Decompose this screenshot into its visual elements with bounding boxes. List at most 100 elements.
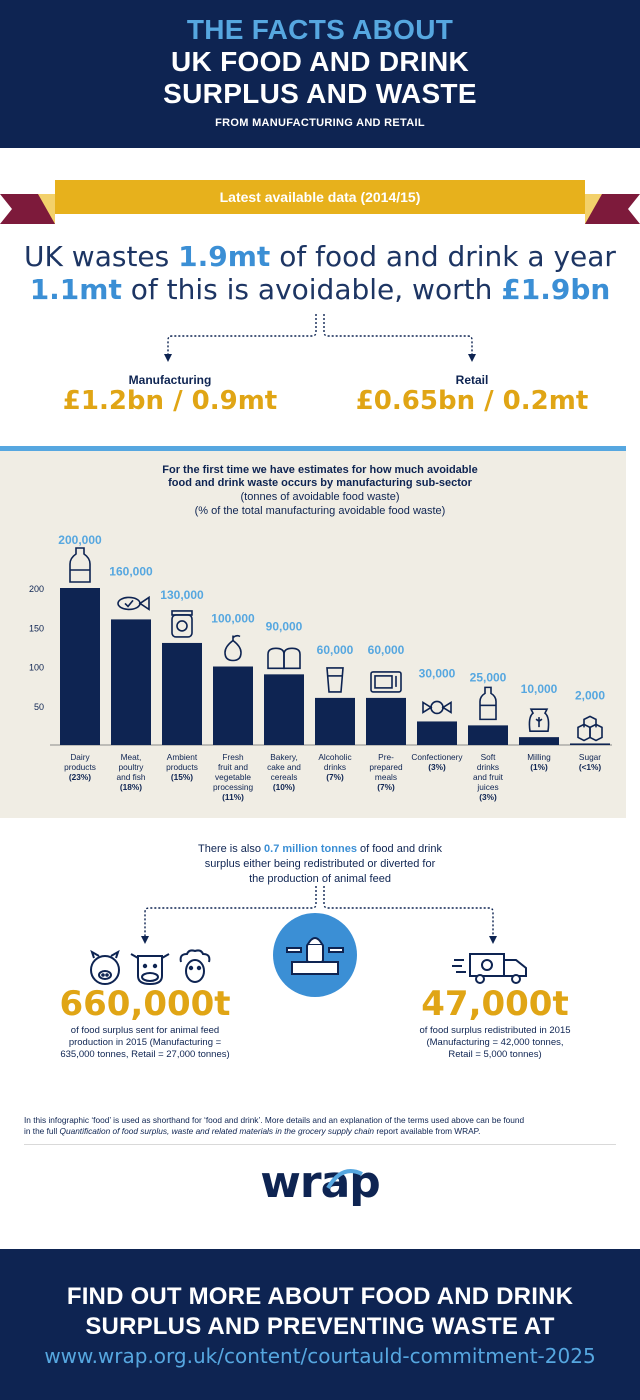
bar-data-label: 90,000 [266,619,303,633]
category-label: Dairy [70,752,90,762]
category-label: and fruit [473,772,504,782]
cta-line-1: FIND OUT MORE ABOUT FOOD AND DRINK [66,1283,574,1310]
bar-data-label: 60,000 [368,643,405,657]
scale-icon [273,913,357,997]
category-label: cake and [267,762,301,772]
category-label: (15%) [171,772,193,782]
wrap-logo-text: wrap [260,1157,381,1208]
date-banner: Latest available data (2014/15) [0,176,640,226]
category-label: Bakery, [270,752,298,762]
headline-line-1: UK wastes 1.9mt of food and drink a year [0,240,640,273]
surplus-intro: There is also 0.7 million tonnes of food… [0,842,640,887]
category-label: (23%) [69,772,91,782]
chart-intro-line-4: (% of the total manufacturing avoidable … [194,505,446,517]
bar [60,588,100,745]
y-tick-label: 100 [29,663,44,673]
chart-intro-line-1: For the first time we have estimates for… [162,464,478,476]
ribbon-body [55,180,585,214]
y-tick-label: 50 [34,702,44,712]
category-label: vegetable [215,772,251,782]
retail-value: £0.65bn / 0.2mt [355,386,589,416]
category-label: Pre- [378,752,394,762]
redistributed-value: 47,000t [421,984,569,1024]
footnote: In this infographic ‘food’ is used as sh… [24,1115,616,1137]
footnote-text: report available from WRAP. [374,1126,481,1136]
surplus-text: There is also [198,843,265,855]
redistributed-desc-line: (Manufacturing = 42,000 tonnes, [426,1037,564,1048]
bar [519,737,559,745]
footnote-line-2: in the full Quantification of food surpl… [24,1126,616,1137]
category-label: juices [476,782,498,792]
banner-label: Latest available data (2014/15) [219,189,421,205]
milk-bottle-icon [69,547,91,583]
surplus-intro-line-3: the production of animal feed [249,873,391,885]
glass-icon [326,667,344,693]
category-label: (<1%) [579,762,602,772]
headline-text: UK wastes [24,240,179,273]
category-label: poultry [119,762,145,772]
redistributed-desc: of food surplus redistributed in 2015 (M… [380,1025,610,1061]
surplus-connector [141,886,497,944]
animal-icons [90,949,211,986]
category-label: meals [375,772,397,782]
split-connector [164,314,476,362]
headline-text: of this is avoidable, worth [121,273,502,306]
bar [264,674,304,745]
bar-data-label: 10,000 [521,682,558,696]
category-label: Sugar [579,752,601,762]
animal-feed-desc-line: of food surplus sent for animal feed [70,1025,220,1036]
y-tick-label: 200 [29,584,44,594]
footnote-text: in the full [24,1126,60,1136]
category-label: Fresh [222,752,244,762]
animal-feed-desc: of food surplus sent for animal feed pro… [30,1025,260,1061]
category-label: products [166,762,198,772]
cta-band: FIND OUT MORE ABOUT FOOD AND DRINK SURPL… [0,1249,640,1400]
category-label: Ambient [167,752,198,762]
bar [162,642,202,745]
bar [111,619,151,745]
jar-icon [171,610,193,638]
header-line-1: THE FACTS ABOUT [186,14,454,45]
headline-highlight: 1.9mt [178,240,271,273]
headline-highlight: 1.1mt [29,273,122,306]
category-label: processing [213,782,254,792]
category-label: fruit and [218,762,248,772]
redistributed-desc-line: of food surplus redistributed in 2015 [419,1025,571,1036]
category-label: Soft [481,752,496,762]
bar-data-label: 2,000 [575,688,605,702]
cow-icon [130,953,170,986]
category-label: drinks [324,762,346,772]
category-label: (11%) [222,792,244,802]
header-line-2: UK FOOD AND DRINK [170,46,470,77]
manufacturing-label: Manufacturing [128,373,212,387]
category-label: cereals [271,772,298,782]
animal-feed-desc-line: 635,000 tonnes, Retail = 27,000 tonnes) [60,1049,230,1060]
sweet-icon [422,700,452,715]
bar [213,666,253,745]
bottle-icon [479,686,497,721]
header-subtitle: FROM MANUFACTURING AND RETAIL [215,117,425,129]
chart-panel [0,446,626,818]
bar [366,697,406,745]
header-line-3: SURPLUS AND WASTE [163,78,477,109]
surplus-intro-line-1: There is also 0.7 million tonnes of food… [0,842,640,857]
manufacturing-value: £1.2bn / 0.9mt [62,386,278,416]
wrap-logo[interactable]: wrap [250,1158,390,1208]
delivery-truck-icon [452,953,527,984]
bar-data-label: 160,000 [109,564,153,578]
cta-url-link[interactable]: www.wrap.org.uk/content/courtauld-commit… [44,1344,596,1368]
bar-data-label: 30,000 [419,666,456,680]
category-label: prepared [369,762,403,772]
category-label: drinks [477,762,499,772]
animal-feed-value: 660,000t [59,984,231,1024]
footnote-divider [24,1144,616,1145]
category-label: (18%) [120,782,142,792]
headline-text: of food and drink a year [270,240,616,273]
bar-chart: 50100150200200,000Dairyproducts(23%)160,… [29,533,612,802]
category-label: (10%) [273,782,295,792]
footnote-report-title: Quantification of food surplus, waste an… [59,1126,375,1136]
bar [315,697,355,745]
header-band: THE FACTS ABOUT UK FOOD AND DRINK SURPLU… [0,0,640,148]
ribbon-shape [0,194,640,224]
bar-data-label: 200,000 [58,533,102,547]
